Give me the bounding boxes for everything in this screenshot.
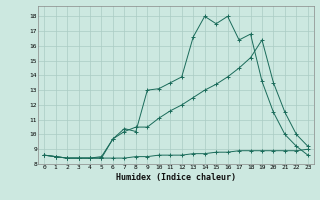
- X-axis label: Humidex (Indice chaleur): Humidex (Indice chaleur): [116, 173, 236, 182]
